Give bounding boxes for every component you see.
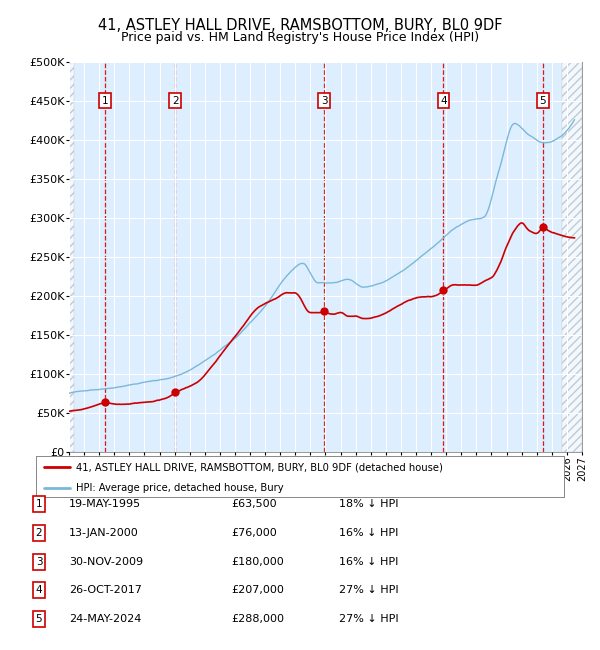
- Text: 4: 4: [440, 96, 447, 106]
- Text: £180,000: £180,000: [231, 556, 284, 567]
- Text: Price paid vs. HM Land Registry's House Price Index (HPI): Price paid vs. HM Land Registry's House …: [121, 31, 479, 44]
- Text: 1: 1: [35, 499, 43, 510]
- Text: 5: 5: [35, 614, 43, 624]
- Text: 27% ↓ HPI: 27% ↓ HPI: [339, 614, 398, 624]
- Text: 26-OCT-2017: 26-OCT-2017: [69, 585, 142, 595]
- Text: 19-MAY-1995: 19-MAY-1995: [69, 499, 141, 510]
- Text: 13-JAN-2000: 13-JAN-2000: [69, 528, 139, 538]
- Text: 16% ↓ HPI: 16% ↓ HPI: [339, 556, 398, 567]
- Text: 3: 3: [321, 96, 328, 106]
- Text: 41, ASTLEY HALL DRIVE, RAMSBOTTOM, BURY, BL0 9DF: 41, ASTLEY HALL DRIVE, RAMSBOTTOM, BURY,…: [98, 18, 502, 33]
- Text: 2: 2: [172, 96, 179, 106]
- Text: £76,000: £76,000: [231, 528, 277, 538]
- Text: 27% ↓ HPI: 27% ↓ HPI: [339, 585, 398, 595]
- Text: 1: 1: [101, 96, 108, 106]
- Text: 18% ↓ HPI: 18% ↓ HPI: [339, 499, 398, 510]
- Text: £288,000: £288,000: [231, 614, 284, 624]
- Text: 30-NOV-2009: 30-NOV-2009: [69, 556, 143, 567]
- Text: 3: 3: [35, 556, 43, 567]
- Text: £207,000: £207,000: [231, 585, 284, 595]
- Text: 16% ↓ HPI: 16% ↓ HPI: [339, 528, 398, 538]
- Bar: [69, 62, 74, 452]
- Text: 4: 4: [35, 585, 43, 595]
- Text: 24-MAY-2024: 24-MAY-2024: [69, 614, 142, 624]
- Text: 41, ASTLEY HALL DRIVE, RAMSBOTTOM, BURY, BL0 9DF (detached house): 41, ASTLEY HALL DRIVE, RAMSBOTTOM, BURY,…: [76, 462, 442, 472]
- Text: HPI: Average price, detached house, Bury: HPI: Average price, detached house, Bury: [76, 483, 283, 493]
- Text: 2: 2: [35, 528, 43, 538]
- Text: £63,500: £63,500: [231, 499, 277, 510]
- Text: 5: 5: [539, 96, 546, 106]
